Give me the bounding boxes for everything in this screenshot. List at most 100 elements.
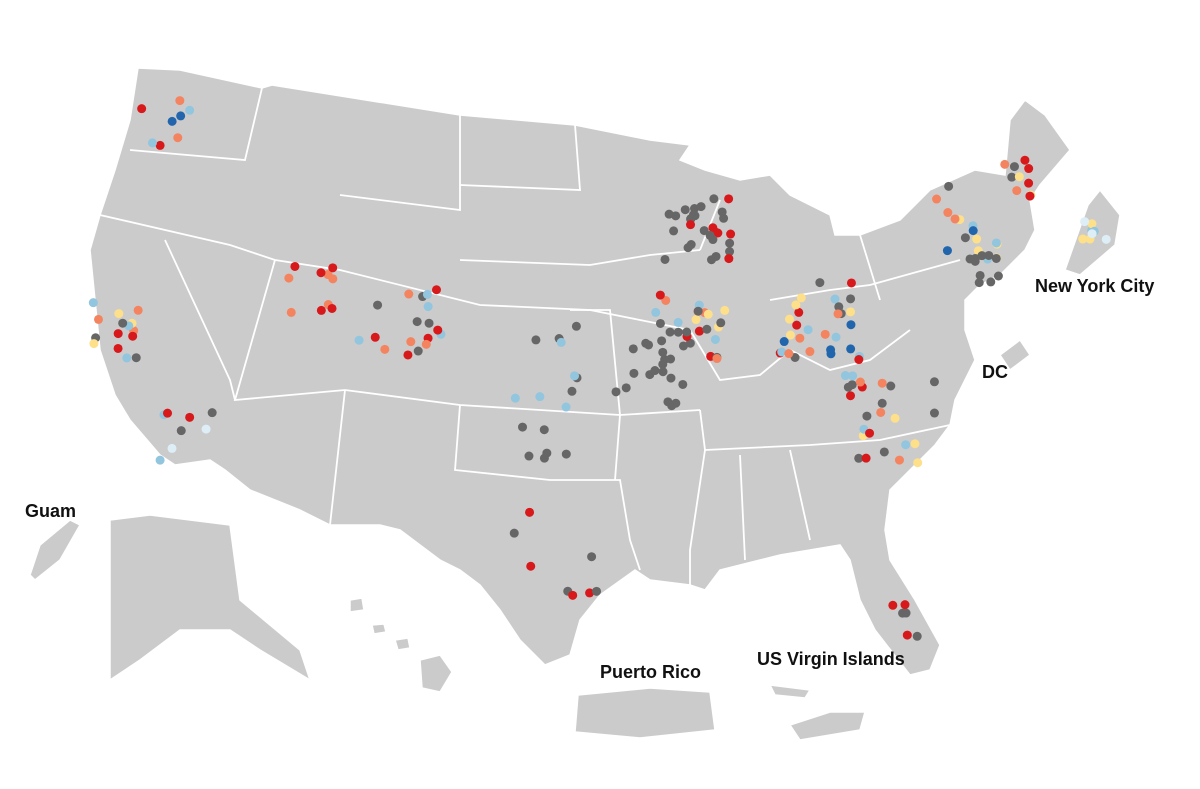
location-dot: [678, 341, 688, 351]
location-dot: [1101, 234, 1111, 244]
location-dot: [877, 378, 887, 388]
location-dot: [707, 255, 717, 265]
location-dot: [664, 209, 674, 219]
location-dot: [792, 320, 802, 330]
location-dot: [960, 233, 970, 243]
location-dot: [666, 373, 676, 383]
location-dot: [984, 250, 994, 260]
location-dot: [820, 329, 830, 339]
location-dot: [708, 223, 718, 233]
location-dot: [373, 300, 383, 310]
location-dot: [831, 332, 841, 342]
location-dot: [716, 318, 726, 328]
location-dot: [167, 116, 177, 126]
location-dot: [682, 327, 692, 337]
location-dot: [694, 326, 704, 336]
location-dot: [846, 278, 856, 288]
location-dot: [943, 208, 953, 218]
location-dot: [113, 329, 123, 339]
location-dot: [876, 407, 886, 417]
location-dot: [794, 307, 804, 317]
location-dot: [176, 111, 186, 121]
location-dot: [785, 330, 795, 340]
location-dot: [655, 290, 665, 300]
location-dot: [1007, 172, 1017, 182]
location-dot: [328, 263, 338, 273]
location-dot: [421, 339, 431, 349]
location-dot: [901, 608, 911, 618]
location-dot: [93, 314, 103, 324]
location-dot: [137, 104, 147, 114]
location-dot: [1087, 219, 1097, 229]
location-dot: [510, 393, 520, 403]
location-dot: [1025, 191, 1035, 201]
location-dot: [403, 350, 413, 360]
location-dot: [327, 303, 337, 313]
location-dot: [726, 229, 736, 239]
location-dot: [688, 210, 698, 220]
location-dot: [791, 300, 801, 310]
location-dot: [974, 278, 984, 288]
location-dot: [185, 105, 195, 115]
location-dot: [833, 309, 843, 319]
location-dot: [929, 408, 939, 418]
location-dot: [284, 273, 294, 283]
location-dot: [669, 226, 679, 236]
location-dot: [658, 347, 668, 357]
location-dot: [431, 285, 441, 295]
location-dot: [686, 240, 696, 250]
location-dot: [784, 349, 794, 359]
location-dot: [413, 346, 423, 356]
location-dot: [840, 371, 850, 381]
location-dot: [846, 307, 856, 317]
location-dot: [518, 422, 528, 432]
location-dot: [201, 424, 211, 434]
location-dot: [131, 353, 141, 363]
location-dot: [815, 278, 825, 288]
location-dot: [699, 226, 709, 236]
contiguous-us: [89, 67, 1071, 676]
location-dot: [118, 318, 128, 328]
guam: [29, 519, 82, 582]
location-dot: [671, 398, 681, 408]
location-dot: [877, 398, 887, 408]
location-dot: [665, 327, 675, 337]
location-dot: [539, 425, 549, 435]
location-dot: [830, 294, 840, 304]
location-dot: [848, 371, 858, 381]
location-dot: [685, 338, 695, 348]
location-dot: [133, 305, 143, 315]
location-dot: [114, 309, 124, 319]
hawaii: [349, 597, 453, 693]
location-dot: [629, 368, 639, 378]
location-dot: [942, 246, 952, 256]
location-dot: [725, 247, 735, 257]
location-dot: [846, 391, 856, 401]
location-dot: [561, 449, 571, 459]
location-dot: [621, 383, 631, 393]
location-dot: [663, 397, 673, 407]
location-dot: [526, 561, 536, 571]
location-dot: [991, 253, 1001, 263]
label-dc: DC: [982, 362, 1008, 382]
location-dot: [175, 96, 185, 106]
location-dot: [628, 344, 638, 354]
location-dot: [910, 439, 920, 449]
location-dot: [879, 447, 889, 457]
location-dot: [725, 238, 735, 248]
location-dot: [531, 335, 541, 345]
location-dot: [846, 320, 856, 330]
location-dot: [902, 630, 912, 640]
location-dot: [784, 314, 794, 324]
location-dot: [163, 408, 173, 418]
location-dot: [556, 337, 566, 347]
location-dot: [686, 220, 696, 230]
location-dot: [826, 345, 836, 355]
location-dot: [406, 337, 416, 347]
location-dot: [585, 588, 595, 598]
location-dot: [570, 371, 580, 381]
location-dot: [655, 318, 665, 328]
location-dot: [986, 277, 996, 287]
location-dot: [328, 274, 338, 284]
location-dot: [658, 367, 668, 377]
